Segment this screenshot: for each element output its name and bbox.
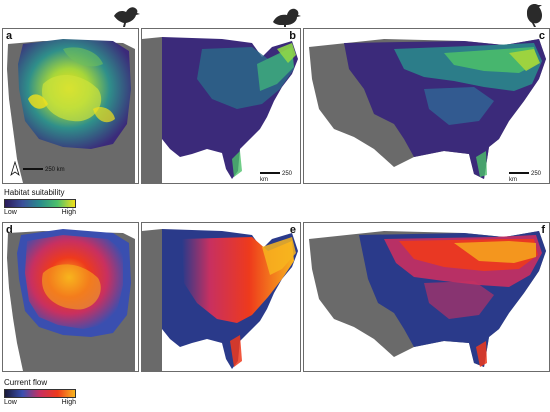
- bird-silhouette-grouse-icon: [273, 8, 301, 27]
- legend-suitability-title: Habitat suitability: [4, 188, 65, 197]
- panel-label-b: b: [289, 30, 296, 42]
- bird-silhouette-crow-icon: [527, 4, 543, 27]
- panel-a-habitat-suitability-west: a 250 km: [2, 28, 139, 184]
- legend-suitability-high: High: [61, 209, 76, 216]
- map-a: [7, 39, 135, 183]
- scale-bar-c: 250 km: [509, 171, 542, 183]
- legend-current-flow: Current flow Low High: [4, 378, 76, 406]
- panel-label-f: f: [541, 224, 545, 236]
- legend-habitat-suitability: Habitat suitability Low High: [4, 188, 76, 216]
- panel-label-c: c: [538, 30, 545, 42]
- scale-bar-a: 250 km: [23, 167, 65, 173]
- panel-c-habitat-suitability-us: c 250 km: [303, 28, 550, 184]
- panel-label-e: e: [289, 224, 296, 236]
- legend-flow-high: High: [61, 399, 76, 406]
- north-arrow-icon: [10, 161, 20, 177]
- map-e: [142, 229, 298, 371]
- panel-d-current-flow-west: d: [2, 222, 139, 372]
- panel-label-d: d: [6, 224, 13, 236]
- map-d: [7, 229, 135, 371]
- legend-suitability-low: Low: [4, 209, 17, 216]
- map-b: [142, 37, 298, 183]
- legend-flow-title: Current flow: [4, 378, 48, 387]
- bird-silhouette-perched-icon: [114, 7, 140, 28]
- legend-flow-low: Low: [4, 399, 17, 406]
- legend-flow-ramp: [4, 389, 76, 398]
- legend-suitability-ramp: [4, 199, 76, 208]
- panel-label-a: a: [6, 30, 13, 42]
- map-c: [309, 39, 546, 179]
- map-f: [309, 231, 546, 367]
- panel-b-habitat-suitability-east: b 250 km: [141, 28, 301, 184]
- panel-f-current-flow-us: f: [303, 222, 550, 372]
- scale-bar-b: 250 km: [260, 171, 293, 183]
- panel-e-current-flow-east: e: [141, 222, 301, 372]
